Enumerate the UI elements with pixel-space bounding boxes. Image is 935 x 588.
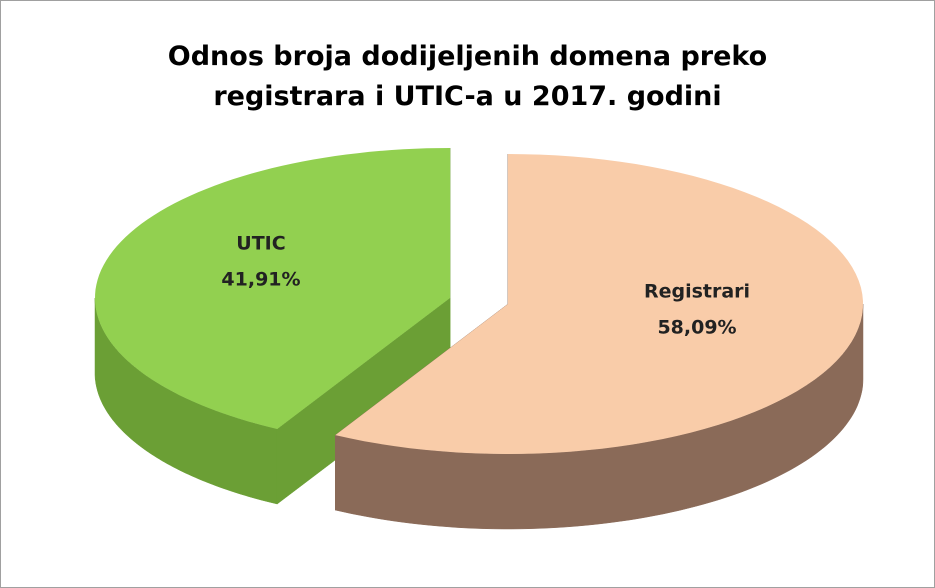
slice (95, 148, 450, 429)
chart-title: Odnos broja dodijeljenih domena preko re… (167, 41, 768, 112)
slice-side (335, 303, 864, 530)
slice (335, 154, 863, 454)
slice-category-label: Registrari (644, 280, 750, 302)
slice-value-label: 41,91% (221, 269, 300, 291)
slice-side (94, 298, 278, 505)
slice-value-label: 58,09% (657, 316, 736, 338)
slice-category-label: UTIC (236, 233, 285, 255)
